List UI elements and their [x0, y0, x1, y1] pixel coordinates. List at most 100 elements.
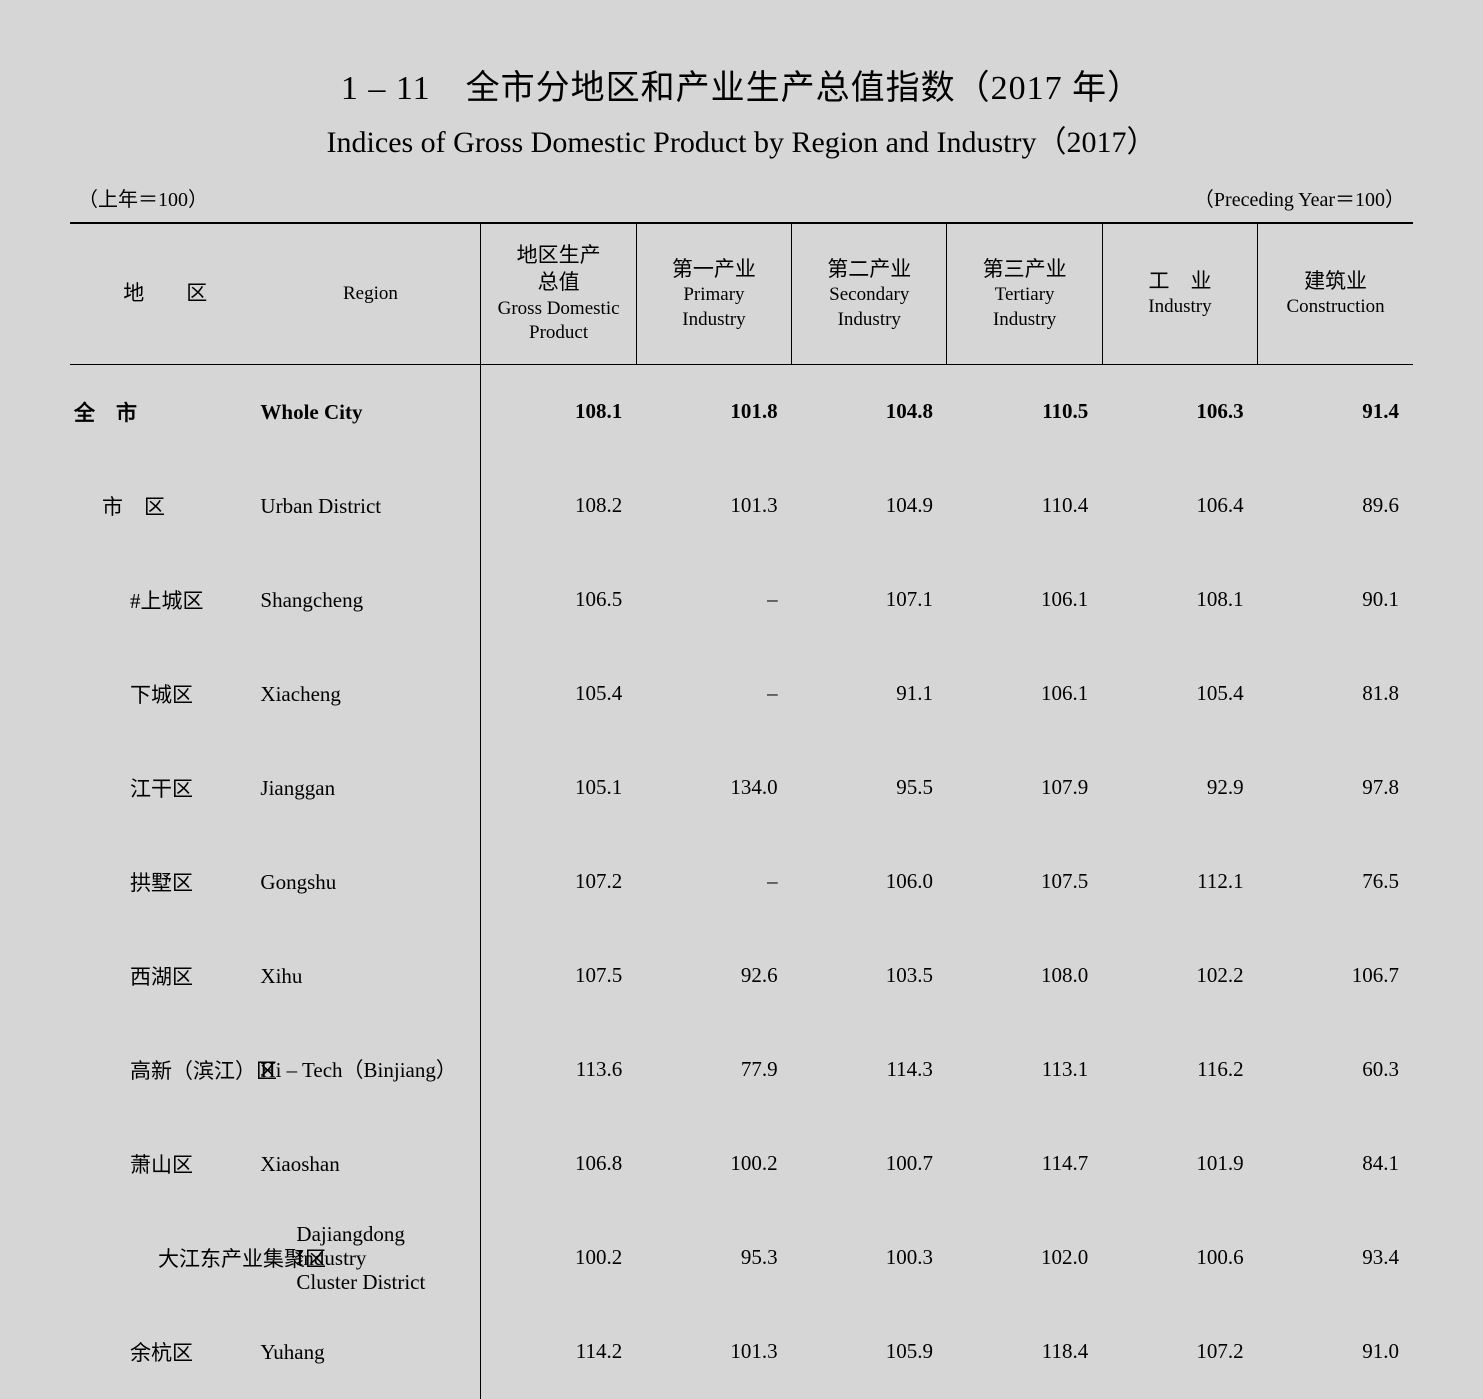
cell: 106.7: [1258, 929, 1413, 1023]
cell: 92.9: [1102, 741, 1257, 835]
table-body: 全 市Whole City108.1101.8104.8110.5106.391…: [70, 364, 1413, 1399]
cell: 91.4: [1258, 364, 1413, 459]
cell: 110.4: [947, 459, 1102, 553]
title-en: Indices of Gross Domestic Product by Reg…: [70, 117, 1413, 161]
region-cn: 萧山区: [70, 1117, 260, 1211]
cell: 114.7: [947, 1117, 1102, 1211]
cell: 106.5: [481, 553, 636, 647]
cell: 105.4: [481, 647, 636, 741]
region-cn: 余杭区: [70, 1305, 260, 1399]
cell: 84.1: [1258, 1117, 1413, 1211]
gdp-index-table: 地 区Region地区生产 总值Gross Domestic Product第一…: [70, 222, 1413, 1399]
cell: 101.3: [636, 1305, 791, 1399]
cell: 107.1: [792, 553, 947, 647]
note-right: （Preceding Year＝100）: [1194, 183, 1405, 212]
cell: 104.9: [792, 459, 947, 553]
cell: 102.2: [1102, 929, 1257, 1023]
cell: 105.4: [1102, 647, 1257, 741]
cell: 76.5: [1258, 835, 1413, 929]
region-en: Hi – Tech（Binjiang）: [260, 1023, 480, 1117]
region-cn: 西湖区: [70, 929, 260, 1023]
cell: 93.4: [1258, 1211, 1413, 1305]
region-en: Xihu: [260, 929, 480, 1023]
region-en: Jianggan: [260, 741, 480, 835]
region-en: Whole City: [260, 364, 480, 459]
cell: 105.9: [792, 1305, 947, 1399]
cell: 107.2: [481, 835, 636, 929]
cell: 101.8: [636, 364, 791, 459]
region-en: Shangcheng: [260, 553, 480, 647]
col-header-2: 地区生产 总值Gross Domestic Product: [481, 223, 636, 364]
region-cn: 下城区: [70, 647, 260, 741]
cell: 108.1: [481, 364, 636, 459]
cell: 108.0: [947, 929, 1102, 1023]
cell: 103.5: [792, 929, 947, 1023]
cell: –: [636, 553, 791, 647]
col-header-6: 工 业Industry: [1102, 223, 1257, 364]
cell: –: [636, 647, 791, 741]
cell: 108.1: [1102, 553, 1257, 647]
table-row: 市 区Urban District108.2101.3104.9110.4106…: [70, 459, 1413, 553]
col-header-0: 地 区: [70, 223, 260, 364]
cell: 102.0: [947, 1211, 1102, 1305]
col-header-1: Region: [260, 223, 480, 364]
cell: –: [636, 835, 791, 929]
cell: 101.9: [1102, 1117, 1257, 1211]
cell: 90.1: [1258, 553, 1413, 647]
cell: 134.0: [636, 741, 791, 835]
region-cn: 大江东产业集聚区: [70, 1211, 260, 1305]
region-cn: 全 市: [70, 364, 260, 459]
col-header-7: 建筑业Construction: [1258, 223, 1413, 364]
cell: 113.1: [947, 1023, 1102, 1117]
cell: 81.8: [1258, 647, 1413, 741]
region-en: Xiacheng: [260, 647, 480, 741]
col-header-5: 第三产业Tertiary Industry: [947, 223, 1102, 364]
header-row: 地 区Region地区生产 总值Gross Domestic Product第一…: [70, 223, 1413, 364]
region-cn: 拱墅区: [70, 835, 260, 929]
cell: 100.2: [636, 1117, 791, 1211]
cell: 77.9: [636, 1023, 791, 1117]
cell: 110.5: [947, 364, 1102, 459]
cell: 91.0: [1258, 1305, 1413, 1399]
table-row: 全 市Whole City108.1101.8104.8110.5106.391…: [70, 364, 1413, 459]
cell: 118.4: [947, 1305, 1102, 1399]
region-en: Xiaoshan: [260, 1117, 480, 1211]
cell: 106.1: [947, 647, 1102, 741]
cell: 114.2: [481, 1305, 636, 1399]
cell: 95.3: [636, 1211, 791, 1305]
cell: 112.1: [1102, 835, 1257, 929]
title-cn: 1 – 11 全市分地区和产业生产总值指数（2017 年）: [70, 60, 1413, 109]
cell: 108.2: [481, 459, 636, 553]
cell: 105.1: [481, 741, 636, 835]
cell: 107.9: [947, 741, 1102, 835]
cell: 97.8: [1258, 741, 1413, 835]
cell: 91.1: [792, 647, 947, 741]
region-cn: 市 区: [70, 459, 260, 553]
cell: 116.2: [1102, 1023, 1257, 1117]
region-en: Gongshu: [260, 835, 480, 929]
table-row: #上城区Shangcheng106.5–107.1106.1108.190.1: [70, 553, 1413, 647]
note-left: （上年＝100）: [78, 183, 208, 212]
cell: 100.2: [481, 1211, 636, 1305]
table-row: 余杭区Yuhang114.2101.3105.9118.4107.291.0: [70, 1305, 1413, 1399]
cell: 107.5: [481, 929, 636, 1023]
cell: 106.0: [792, 835, 947, 929]
region-cn: 江干区: [70, 741, 260, 835]
cell: 101.3: [636, 459, 791, 553]
table-row: 萧山区Xiaoshan106.8100.2100.7114.7101.984.1: [70, 1117, 1413, 1211]
cell: 100.6: [1102, 1211, 1257, 1305]
cell: 113.6: [481, 1023, 636, 1117]
table-row: 下城区Xiacheng105.4–91.1106.1105.481.8: [70, 647, 1413, 741]
table-row: 西湖区Xihu107.592.6103.5108.0102.2106.7: [70, 929, 1413, 1023]
cell: 114.3: [792, 1023, 947, 1117]
cell: 60.3: [1258, 1023, 1413, 1117]
cell: 100.7: [792, 1117, 947, 1211]
table-row: 大江东产业集聚区Dajiangdong Industry Cluster Dis…: [70, 1211, 1413, 1305]
cell: 89.6: [1258, 459, 1413, 553]
cell: 95.5: [792, 741, 947, 835]
cell: 92.6: [636, 929, 791, 1023]
cell: 107.5: [947, 835, 1102, 929]
cell: 106.4: [1102, 459, 1257, 553]
cell: 106.8: [481, 1117, 636, 1211]
cell: 100.3: [792, 1211, 947, 1305]
